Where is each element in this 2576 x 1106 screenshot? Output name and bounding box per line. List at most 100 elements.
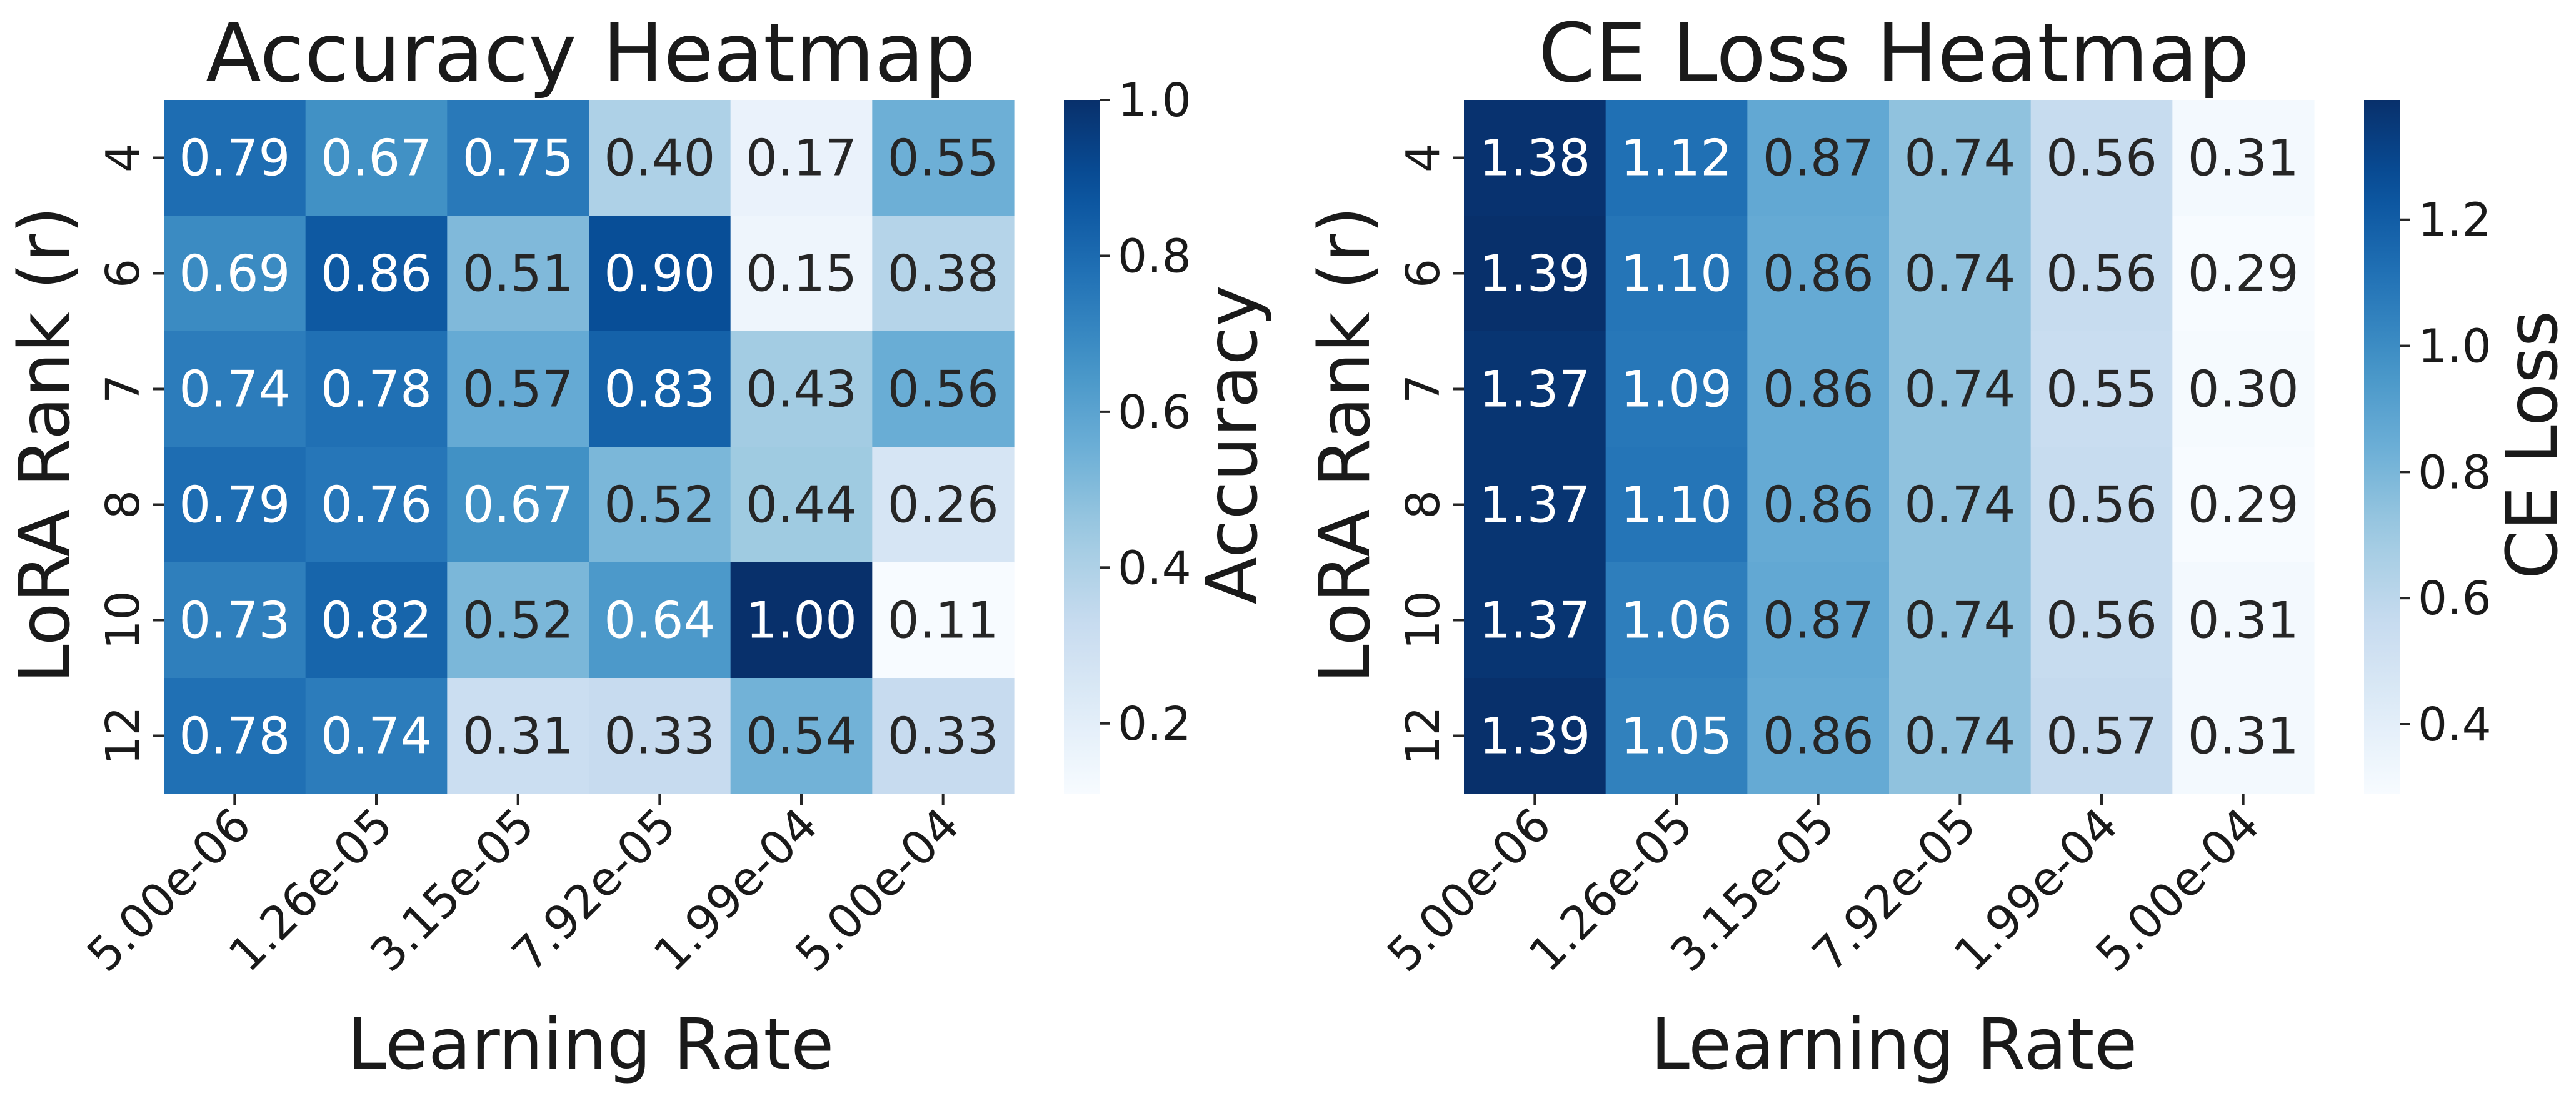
ce-loss-cell-r5-c3 bbox=[1889, 678, 2032, 794]
accuracy-cell-r3-c2 bbox=[447, 447, 589, 563]
ce-loss-y-tick-label: 10 bbox=[1396, 590, 1450, 649]
accuracy-cell-label-r5-c4: 0.54 bbox=[746, 707, 857, 765]
ce-loss-cell-r4-c5 bbox=[2172, 562, 2315, 679]
ce-loss-cell-label-r2-c4: 0.55 bbox=[2046, 361, 2157, 419]
accuracy-cell-r1-c1 bbox=[305, 216, 448, 332]
accuracy-cell-r0-c3 bbox=[589, 100, 731, 216]
accuracy-heatmap-panel: Accuracy Heatmap 0.79 0.67 0.75 0.40 0.17 0.5… bbox=[4, 6, 1273, 1085]
ce-loss-cell-r3-c0 bbox=[1464, 447, 1606, 563]
accuracy-cell-label-r2-c3: 0.83 bbox=[604, 361, 715, 419]
accuracy-cell-label-r4-c0: 0.73 bbox=[179, 592, 290, 650]
accuracy-cell-r4-c0 bbox=[164, 562, 306, 679]
accuracy-cell-label-r5-c2: 0.31 bbox=[463, 707, 574, 765]
ce-loss-cell-label-r0-c5: 0.31 bbox=[2188, 129, 2299, 187]
ce-loss-cell-label-r5-c1: 1.05 bbox=[1621, 707, 1732, 765]
ce-loss-colorbar-gradient bbox=[2364, 100, 2400, 794]
ce-loss-cell-label-r2-c5: 0.30 bbox=[2188, 361, 2299, 419]
ce-loss-cell-r1-c3 bbox=[1889, 216, 2032, 332]
ce-loss-colorbar-tick-label: 0.6 bbox=[2418, 572, 2492, 625]
ce-loss-cell-label-r1-c5: 0.29 bbox=[2188, 245, 2299, 303]
ce-loss-cell-label-r4-c1: 1.06 bbox=[1621, 592, 1732, 650]
accuracy-colorbar-label: Accuracy bbox=[1192, 285, 1273, 604]
accuracy-cell-label-r5-c1: 0.74 bbox=[321, 707, 432, 765]
ce-loss-cell-label-r1-c0: 1.39 bbox=[1479, 245, 1590, 303]
accuracy-cell-r3-c3 bbox=[589, 447, 731, 563]
accuracy-cell-r3-c0 bbox=[164, 447, 306, 563]
accuracy-cell-label-r2-c2: 0.57 bbox=[463, 361, 574, 419]
ce-loss-cell-r2-c2 bbox=[1747, 331, 1890, 447]
accuracy-cell-label-r5-c0: 0.78 bbox=[179, 707, 290, 765]
ce-loss-cell-label-r2-c3: 0.74 bbox=[1904, 361, 2015, 419]
accuracy-cell-r2-c5 bbox=[872, 331, 1015, 447]
ce-loss-cell-r2-c0 bbox=[1464, 331, 1606, 447]
accuracy-y-tick-label: 12 bbox=[96, 706, 150, 765]
ce-loss-cell-r4-c3 bbox=[1889, 562, 2032, 679]
ce-loss-colorbar: 0.4 0.6 0.8 1.0 1.2 bbox=[2364, 100, 2492, 794]
ce-loss-cell-label-r5-c4: 0.57 bbox=[2046, 707, 2157, 765]
accuracy-cell-label-r2-c1: 0.78 bbox=[321, 361, 432, 419]
accuracy-cell-label-r0-c1: 0.67 bbox=[321, 129, 432, 187]
ce-loss-cell-r3-c4 bbox=[2030, 447, 2173, 563]
accuracy-y-tick-label: 4 bbox=[96, 143, 150, 172]
ce-loss-cell-label-r5-c0: 1.39 bbox=[1479, 707, 1590, 765]
accuracy-cell-label-r5-c3: 0.33 bbox=[604, 707, 715, 765]
accuracy-y-tick-label: 6 bbox=[96, 259, 150, 288]
ce-loss-cell-r4-c1 bbox=[1605, 562, 1748, 679]
ce-loss-cell-r5-c0 bbox=[1464, 678, 1606, 794]
ce-loss-cell-r3-c3 bbox=[1889, 447, 2032, 563]
ce-loss-cell-label-r0-c3: 0.74 bbox=[1904, 129, 2015, 187]
accuracy-colorbar-gradient bbox=[1064, 100, 1100, 794]
accuracy-cell-r3-c1 bbox=[305, 447, 448, 563]
accuracy-cell-r3-c5 bbox=[872, 447, 1015, 563]
ce-loss-y-tick-label: 8 bbox=[1396, 490, 1450, 519]
accuracy-cell-r4-c4 bbox=[730, 562, 873, 679]
accuracy-cell-label-r0-c2: 0.75 bbox=[463, 129, 574, 187]
accuracy-cell-label-r2-c5: 0.56 bbox=[888, 361, 999, 419]
accuracy-cell-r2-c3 bbox=[589, 331, 731, 447]
ce-loss-cell-label-r0-c4: 0.56 bbox=[2046, 129, 2157, 187]
ce-loss-cell-r0-c1 bbox=[1605, 100, 1748, 216]
ce-loss-cell-label-r4-c2: 0.87 bbox=[1763, 592, 1874, 650]
accuracy-cell-r5-c1 bbox=[305, 678, 448, 794]
ce-loss-cell-r4-c2 bbox=[1747, 562, 1890, 679]
ce-loss-cell-label-r1-c3: 0.74 bbox=[1904, 245, 2015, 303]
ce-loss-cell-r4-c0 bbox=[1464, 562, 1606, 679]
accuracy-cell-label-r2-c0: 0.74 bbox=[179, 361, 290, 419]
accuracy-cell-label-r4-c1: 0.82 bbox=[321, 592, 432, 650]
accuracy-cell-label-r5-c5: 0.33 bbox=[888, 707, 999, 765]
accuracy-y-tick-label: 8 bbox=[96, 490, 150, 519]
ce-loss-cell-label-r3-c4: 0.56 bbox=[2046, 476, 2157, 534]
ce-loss-cell-label-r1-c1: 1.10 bbox=[1621, 245, 1732, 303]
accuracy-cell-r1-c3 bbox=[589, 216, 731, 332]
ce-loss-cell-label-r1-c2: 0.86 bbox=[1763, 245, 1874, 303]
ce-loss-cell-r0-c5 bbox=[2172, 100, 2315, 216]
ce-loss-cell-label-r2-c1: 1.09 bbox=[1621, 361, 1732, 419]
ce-loss-cell-label-r0-c2: 0.87 bbox=[1763, 129, 1874, 187]
ce-loss-cell-r4-c4 bbox=[2030, 562, 2173, 679]
accuracy-cell-label-r0-c5: 0.55 bbox=[888, 129, 999, 187]
accuracy-y-tick-label: 7 bbox=[96, 374, 150, 404]
accuracy-cell-r1-c5 bbox=[872, 216, 1015, 332]
accuracy-cell-r2-c0 bbox=[164, 331, 306, 447]
ce-loss-colorbar-label: CE Loss bbox=[2492, 311, 2573, 579]
accuracy-colorbar-tick-label: 0.4 bbox=[1118, 541, 1191, 595]
accuracy-x-axis-label: Learning Rate bbox=[348, 1004, 834, 1085]
ce-loss-cell-label-r5-c2: 0.86 bbox=[1763, 707, 1874, 765]
ce-loss-cell-label-r4-c3: 0.74 bbox=[1904, 592, 2015, 650]
ce-loss-cell-label-r4-c0: 1.37 bbox=[1479, 592, 1590, 650]
ce-loss-x-axis-label: Learning Rate bbox=[1651, 1004, 2138, 1085]
ce-loss-cell-r3-c5 bbox=[2172, 447, 2315, 563]
ce-loss-y-ticks: 4 6 7 8 10 12 bbox=[1396, 143, 1464, 765]
ce-loss-cell-label-r0-c1: 1.12 bbox=[1621, 129, 1732, 187]
ce-loss-heatmap-panel: CE Loss Heatmap 1.38 1.12 0.87 0.74 0.56 0.31… bbox=[1305, 6, 2573, 1085]
accuracy-colorbar: 0.2 0.4 0.6 0.8 1.0 bbox=[1064, 74, 1191, 794]
accuracy-cell-r5-c3 bbox=[589, 678, 731, 794]
ce-loss-cell-label-r3-c1: 1.10 bbox=[1621, 476, 1732, 534]
accuracy-cell-r0-c0 bbox=[164, 100, 306, 216]
accuracy-cell-r0-c1 bbox=[305, 100, 448, 216]
accuracy-cell-r2-c1 bbox=[305, 331, 448, 447]
ce-loss-cell-r5-c4 bbox=[2030, 678, 2173, 794]
accuracy-cell-label-r3-c3: 0.52 bbox=[604, 476, 715, 534]
ce-loss-cell-label-r3-c2: 0.86 bbox=[1763, 476, 1874, 534]
